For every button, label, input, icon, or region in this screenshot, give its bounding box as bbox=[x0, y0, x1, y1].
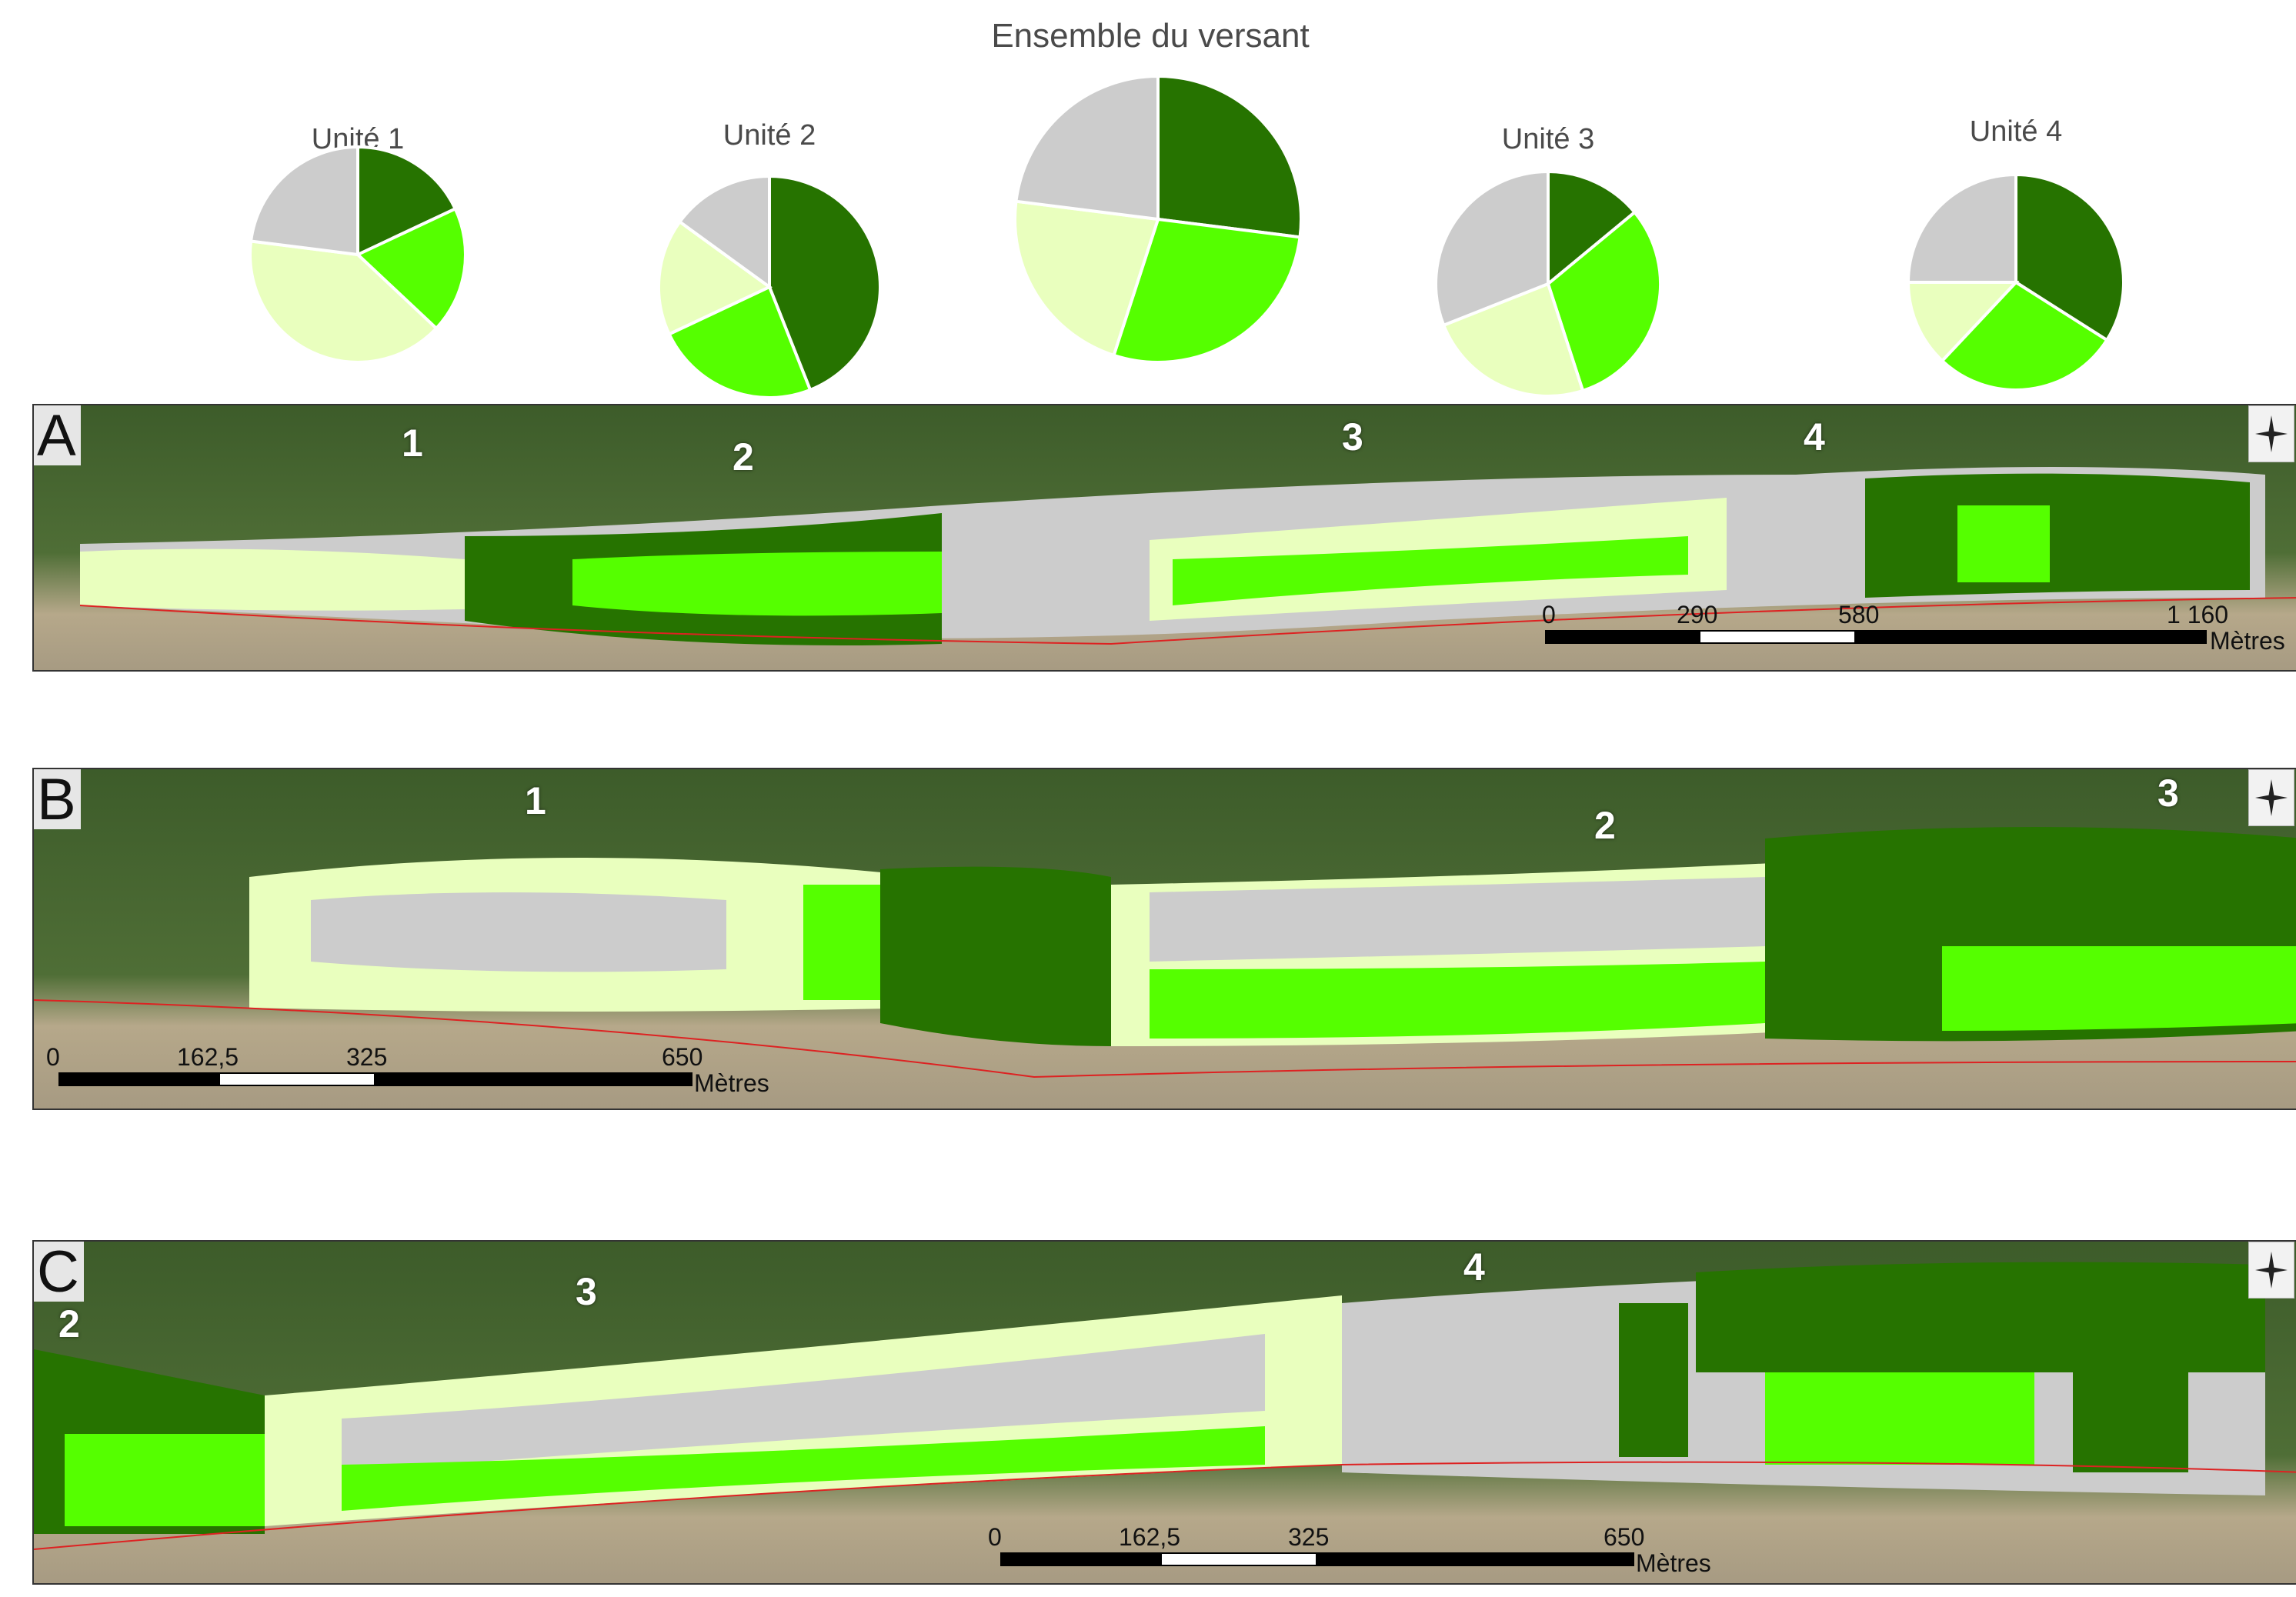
pie-slice-unit2-1 bbox=[667, 285, 813, 399]
pie-title-unit2: Unité 2 bbox=[723, 119, 816, 152]
pie-slice-unit3-3 bbox=[1434, 169, 1550, 328]
scale-bar-c: 0 162,5 325 650 Mètres bbox=[988, 1523, 1742, 1577]
pie-title-unit4: Unité 4 bbox=[1969, 115, 2063, 148]
pie-slice-unit4-1 bbox=[1940, 280, 2109, 392]
pie-chart-unit2 bbox=[657, 174, 882, 399]
aerial-map-c bbox=[34, 1242, 2296, 1583]
pie-slice-unit1-3 bbox=[249, 145, 359, 257]
north-arrow-icon bbox=[2248, 405, 2294, 462]
unit-label-a-2: 2 bbox=[733, 435, 754, 478]
unit-label-a-4: 4 bbox=[1804, 415, 1825, 458]
pie-slice-unit1-2 bbox=[249, 239, 439, 364]
scale-tick: 1 160 bbox=[2167, 601, 2229, 628]
pie-slice-unit2-2 bbox=[657, 219, 773, 336]
scale-tick: 580 bbox=[1838, 601, 1880, 628]
scale-tick: 0 bbox=[1542, 601, 1556, 628]
north-arrow-icon bbox=[2248, 1242, 2294, 1299]
pie-slice-unit3-0 bbox=[1547, 169, 1637, 288]
panel-letter-a: A bbox=[34, 405, 81, 465]
map-panel-b: B 1 2 3 0 162,5 325 650 Mètres bbox=[32, 768, 2296, 1110]
scale-unit: Mètres bbox=[1636, 1549, 1711, 1577]
pie-slice-ensemble-0 bbox=[1156, 74, 1303, 239]
unit-label-b-2: 2 bbox=[1594, 804, 1616, 847]
map-panel-c: C 2 3 4 0 162,5 325 650 Mètres bbox=[32, 1240, 2296, 1585]
scale-tick: 325 bbox=[346, 1043, 388, 1071]
scale-tick: 650 bbox=[662, 1043, 703, 1071]
unit-label-b-3: 3 bbox=[2158, 772, 2179, 815]
unit-label-b-1: 1 bbox=[525, 779, 546, 822]
map-panel-a: A 1 2 3 4 0 290 580 1 160 Mètres bbox=[32, 404, 2296, 672]
scale-unit: Mètres bbox=[2210, 627, 2285, 655]
scale-tick: 650 bbox=[1604, 1523, 1645, 1551]
north-arrow-icon bbox=[2248, 769, 2294, 826]
scale-unit: Mètres bbox=[694, 1069, 769, 1097]
unit-label-c-4: 4 bbox=[1463, 1245, 1485, 1289]
scale-tick: 325 bbox=[1288, 1523, 1330, 1551]
scale-bar-a: 0 290 580 1 160 Mètres bbox=[1542, 601, 2296, 655]
pie-slice-unit2-3 bbox=[677, 174, 771, 290]
pie-chart-ensemble bbox=[1013, 74, 1303, 364]
panel-letter-c: C bbox=[34, 1242, 84, 1302]
unit-label-c-2: 2 bbox=[58, 1302, 80, 1345]
scale-tick: 290 bbox=[1677, 601, 1718, 628]
scale-tick: 162,5 bbox=[177, 1043, 239, 1071]
unit-label-a-1: 1 bbox=[402, 422, 423, 465]
pie-slice-unit4-2 bbox=[1906, 281, 2020, 363]
pie-chart-unit1 bbox=[249, 145, 467, 364]
pie-slice-unit3-1 bbox=[1546, 210, 1662, 393]
pie-slice-unit2-0 bbox=[768, 174, 882, 392]
scale-tick: 0 bbox=[988, 1523, 1002, 1551]
aerial-map-b bbox=[34, 769, 2296, 1109]
pie-chart-unit3 bbox=[1434, 169, 1662, 398]
pie-slice-ensemble-2 bbox=[1013, 199, 1160, 358]
pie-slice-unit1-1 bbox=[355, 206, 467, 331]
pie-slice-unit1-0 bbox=[356, 145, 458, 258]
panel-letter-b: B bbox=[34, 769, 81, 829]
scale-tick: 0 bbox=[46, 1043, 60, 1071]
pie-slice-ensemble-1 bbox=[1112, 217, 1302, 364]
unit-label-c-3: 3 bbox=[576, 1270, 597, 1313]
pie-slice-ensemble-3 bbox=[1014, 74, 1160, 222]
unit-label-a-3: 3 bbox=[1342, 415, 1363, 458]
pie-chart-unit4 bbox=[1906, 172, 2125, 392]
pie-title-unit3: Unité 3 bbox=[1501, 123, 1595, 155]
scale-bar-b: 0 162,5 325 650 Mètres bbox=[46, 1043, 800, 1097]
pie-title-ensemble: Ensemble du versant bbox=[991, 17, 1310, 55]
aerial-map-a bbox=[34, 405, 2296, 670]
scale-tick: 162,5 bbox=[1119, 1523, 1181, 1551]
pie-slice-unit4-3 bbox=[1906, 172, 2017, 284]
